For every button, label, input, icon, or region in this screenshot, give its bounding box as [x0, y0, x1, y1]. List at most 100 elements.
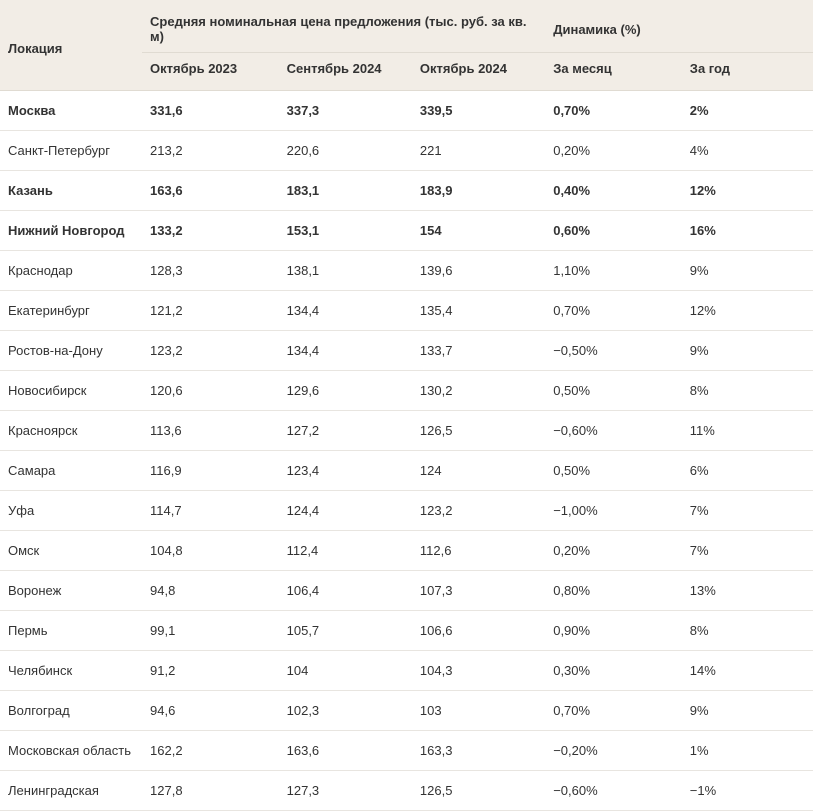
cell-value: 0,20% [545, 531, 682, 571]
cell-value: 112,4 [279, 531, 412, 571]
cell-location: Воронеж [0, 571, 142, 611]
cell-value: 9% [682, 331, 813, 371]
cell-value: 129,6 [279, 371, 412, 411]
cell-location: Краснодар [0, 251, 142, 291]
cell-value: 12% [682, 171, 813, 211]
col-group-dynamics: Динамика (%) [545, 0, 813, 53]
col-header-sep2024: Сентябрь 2024 [279, 53, 412, 91]
cell-value: 8% [682, 371, 813, 411]
cell-value: 91,2 [142, 651, 279, 691]
cell-value: 339,5 [412, 91, 545, 131]
table-row: Омск104,8112,4112,60,20%7% [0, 531, 813, 571]
table-row: Нижний Новгород133,2153,11540,60%16% [0, 211, 813, 251]
cell-value: 107,3 [412, 571, 545, 611]
cell-value: 153,1 [279, 211, 412, 251]
cell-value: 11% [682, 411, 813, 451]
cell-value: 221 [412, 131, 545, 171]
cell-value: 114,7 [142, 491, 279, 531]
cell-value: 124,4 [279, 491, 412, 531]
cell-value: 7% [682, 531, 813, 571]
table-row: Волгоград94,6102,31030,70%9% [0, 691, 813, 731]
cell-value: 120,6 [142, 371, 279, 411]
cell-value: 0,90% [545, 611, 682, 651]
cell-location: Красноярск [0, 411, 142, 451]
table-row: Ростов-на-Дону123,2134,4133,7−0,50%9% [0, 331, 813, 371]
cell-value: 13% [682, 571, 813, 611]
table-row: Воронеж94,8106,4107,30,80%13% [0, 571, 813, 611]
table-row: Самара116,9123,41240,50%6% [0, 451, 813, 491]
col-header-oct2024: Октябрь 2024 [412, 53, 545, 91]
cell-value: 163,3 [412, 731, 545, 771]
cell-location: Московская область [0, 731, 142, 771]
cell-value: 162,2 [142, 731, 279, 771]
cell-value: 104,3 [412, 651, 545, 691]
cell-value: 16% [682, 211, 813, 251]
cell-value: 102,3 [279, 691, 412, 731]
cell-value: 135,4 [412, 291, 545, 331]
cell-value: 121,2 [142, 291, 279, 331]
cell-value: 113,6 [142, 411, 279, 451]
cell-value: 138,1 [279, 251, 412, 291]
table-row: Казань163,6183,1183,90,40%12% [0, 171, 813, 211]
cell-value: 0,60% [545, 211, 682, 251]
cell-value: 106,4 [279, 571, 412, 611]
cell-value: 127,8 [142, 771, 279, 811]
cell-value: 9% [682, 251, 813, 291]
table-row: Ленинградская127,8127,3126,5−0,60%−1% [0, 771, 813, 811]
cell-value: 0,70% [545, 291, 682, 331]
cell-value: 112,6 [412, 531, 545, 571]
cell-value: 163,6 [142, 171, 279, 211]
cell-value: 1,10% [545, 251, 682, 291]
cell-value: 94,8 [142, 571, 279, 611]
col-header-oct2023: Октябрь 2023 [142, 53, 279, 91]
cell-value: 0,40% [545, 171, 682, 211]
table-row: Новосибирск120,6129,6130,20,50%8% [0, 371, 813, 411]
cell-value: 337,3 [279, 91, 412, 131]
cell-value: 220,6 [279, 131, 412, 171]
col-header-year: За год [682, 53, 813, 91]
table-row: Московская область162,2163,6163,3−0,20%1… [0, 731, 813, 771]
cell-value: 331,6 [142, 91, 279, 131]
cell-value: 1% [682, 731, 813, 771]
cell-location: Москва [0, 91, 142, 131]
cell-value: 128,3 [142, 251, 279, 291]
col-header-month: За месяц [545, 53, 682, 91]
cell-value: 12% [682, 291, 813, 331]
cell-value: 183,9 [412, 171, 545, 211]
cell-value: 8% [682, 611, 813, 651]
cell-value: 183,1 [279, 171, 412, 211]
cell-value: 163,6 [279, 731, 412, 771]
cell-value: 6% [682, 451, 813, 491]
cell-value: 0,80% [545, 571, 682, 611]
cell-value: 0,30% [545, 651, 682, 691]
cell-value: 106,6 [412, 611, 545, 651]
cell-value: 104 [279, 651, 412, 691]
cell-value: 213,2 [142, 131, 279, 171]
cell-value: 134,4 [279, 291, 412, 331]
cell-location: Ростов-на-Дону [0, 331, 142, 371]
cell-value: −0,50% [545, 331, 682, 371]
table-row: Пермь99,1105,7106,60,90%8% [0, 611, 813, 651]
cell-location: Новосибирск [0, 371, 142, 411]
cell-location: Самара [0, 451, 142, 491]
cell-value: 4% [682, 131, 813, 171]
cell-location: Казань [0, 171, 142, 211]
cell-value: 133,2 [142, 211, 279, 251]
col-group-price: Средняя номинальная цена предложения (ты… [142, 0, 545, 53]
cell-value: 130,2 [412, 371, 545, 411]
cell-value: −1,00% [545, 491, 682, 531]
cell-value: 104,8 [142, 531, 279, 571]
cell-value: 0,20% [545, 131, 682, 171]
cell-location: Челябинск [0, 651, 142, 691]
cell-value: 2% [682, 91, 813, 131]
cell-location: Омск [0, 531, 142, 571]
cell-value: 94,6 [142, 691, 279, 731]
cell-value: 154 [412, 211, 545, 251]
cell-value: 0,50% [545, 451, 682, 491]
table-row: Уфа114,7124,4123,2−1,00%7% [0, 491, 813, 531]
table-row: Красноярск113,6127,2126,5−0,60%11% [0, 411, 813, 451]
cell-value: 0,50% [545, 371, 682, 411]
cell-value: 105,7 [279, 611, 412, 651]
cell-value: 127,2 [279, 411, 412, 451]
cell-value: 99,1 [142, 611, 279, 651]
